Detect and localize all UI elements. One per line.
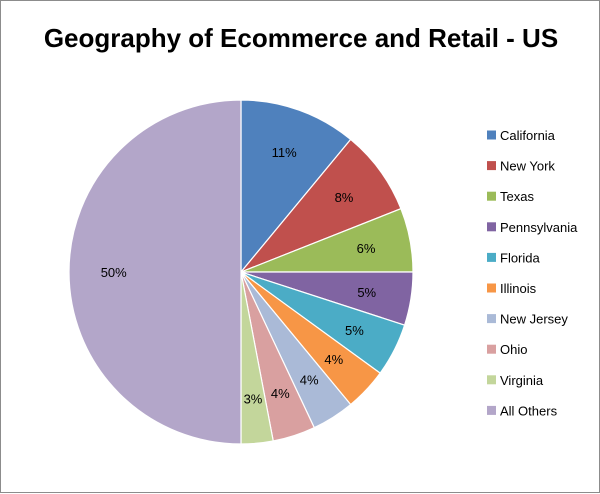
pie-slice-california [240,99,352,274]
data-label-illinois: 4% [324,352,343,367]
legend-label: Pennsylvania [500,220,578,235]
legend-item: Texas [487,189,534,204]
legend-item: Florida [487,250,541,265]
legend-swatch [487,314,496,324]
data-label-all-others: 50% [101,265,127,280]
legend-swatch [487,130,496,140]
data-label-ohio: 4% [271,386,290,401]
legend-item: New Jersey [487,312,568,327]
legend-swatch [487,161,496,171]
chart-title: Geography of Ecommerce and Retail - US [44,23,558,53]
pie-slices [68,99,414,445]
legend-swatch [487,405,496,415]
legend-label: Illinois [500,281,537,296]
chart-legend: California New York Texas Pennsylvania Flori… [487,128,578,418]
legend-swatch [487,222,496,232]
data-label-texas: 6% [357,241,376,256]
legend-label: Florida [500,250,541,265]
legend-item: New York [487,159,555,174]
data-label-new-york: 8% [335,190,354,205]
legend-item: California [487,128,556,143]
legend-item: Ohio [487,342,527,357]
pie-slice-all-others [68,99,242,445]
legend-swatch [487,252,496,262]
legend-item: All Others [487,403,558,418]
legend-swatch [487,191,496,201]
data-label-virginia: 3% [244,392,263,407]
legend-swatch [487,375,496,385]
data-label-florida: 5% [345,323,364,338]
legend-swatch [487,283,496,293]
data-label-california: 11% [272,145,297,160]
legend-label: New Jersey [500,312,568,327]
legend-swatch [487,344,496,354]
legend-label: New York [500,159,555,174]
legend-item: Virginia [487,373,544,388]
legend-label: Texas [500,189,534,204]
legend-label: Virginia [500,373,544,388]
legend-label: All Others [500,403,558,418]
legend-item: Illinois [487,281,537,296]
data-label-pennsylvania: 5% [357,285,376,300]
data-label-new-jersey: 4% [300,372,319,387]
legend-item: Pennsylvania [487,220,578,235]
legend-label: Ohio [500,342,527,357]
legend-label: California [500,128,556,143]
pie-data-labels: 11%8%6%5%5%4%4%4%3%50% [101,145,377,406]
